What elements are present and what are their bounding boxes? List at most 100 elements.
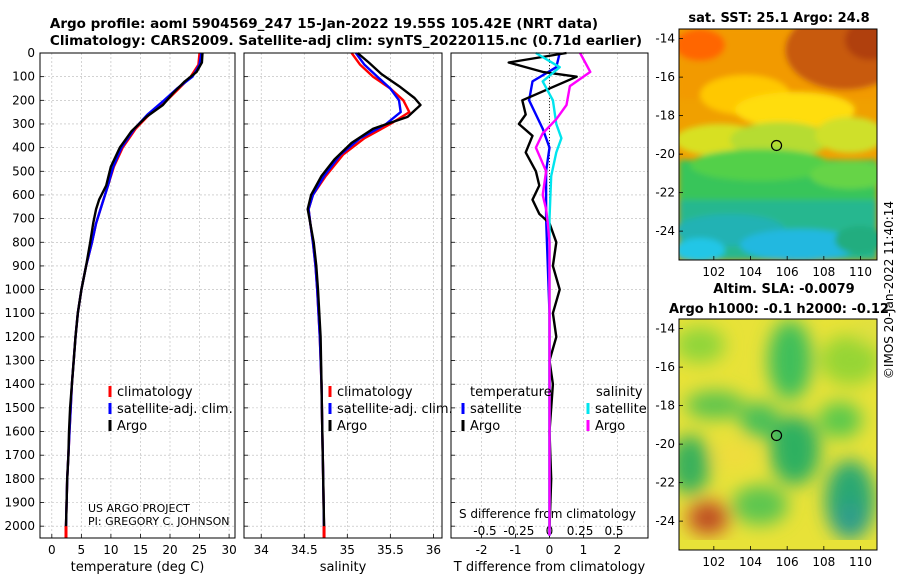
s-diff-tick-label: 0.25 [567,524,594,538]
legend-label: climatology [117,385,193,400]
x-tick-label: 35.5 [377,543,404,557]
x-tick-label: 34.5 [291,543,318,557]
map-y-tick-label: -22 [655,186,675,200]
y-tick-label: 800 [12,235,35,249]
y-tick-label: 2000 [4,519,35,533]
legend-label: satellite-adj. clim. [337,402,453,417]
sla-map-title-line2: Argo h1000: -0.1 h2000: -0.12 [669,302,889,317]
x-tick-label: -2 [476,543,488,557]
map-y-tick-label: -22 [655,476,675,490]
plot-frame [450,52,649,539]
map-x-tick-label: 102 [702,555,725,569]
sst-heatmap [679,29,877,260]
x-tick-label: 30 [221,543,236,557]
difference-panel: -2 -1 0 1 2 T difference from climatology S di… [450,51,649,575]
figure-title-line2: Climatology: CARS2009. Satellite-adj cli… [50,33,642,49]
series-line-salinity-argo [534,52,592,536]
y-tick-label: 600 [12,188,35,202]
x-tick-label: 34 [254,543,269,557]
legend-label: satellite [595,402,647,417]
y-tick-label: 1400 [4,377,35,391]
credit-line1: US ARGO PROJECT [88,502,190,515]
x-tick-label: 1 [580,543,588,557]
y-tick-label: 1700 [4,448,35,462]
y-tick-label: 400 [12,141,35,155]
legend-salinity-title: salinity [596,385,643,400]
sla-map-title-line1: Altim. SLA: -0.0079 [713,282,854,297]
sst-map-axes: 102 104 106 108 110 -14 -16 -18 -20 -22 -24 [655,32,872,279]
map-x-tick-label: 106 [776,265,799,279]
map-y-tick-label: -16 [655,70,675,84]
legend-temperature-title: temperature [470,385,552,400]
legend-label: satellite [470,402,522,417]
imos-stamp: ©IMOS 20-Jan-2022 11:40:14 [882,201,896,379]
s-diff-tick-label: 0.5 [604,524,623,538]
sst-float-position-marker [770,139,783,152]
y-tick-label: 1600 [4,425,35,439]
map-y-tick-label: -24 [655,514,675,528]
plot-frame [39,52,236,539]
y-tick-label: 1200 [4,330,35,344]
s-diff-axis-label: S difference from climatology [459,507,636,521]
legend-label: Argo [470,419,500,434]
y-tick-label: 500 [12,164,35,178]
legend-label: Argo [595,419,625,434]
map-y-tick-label: -18 [655,109,675,123]
x-tick-label: 5 [78,543,86,557]
y-tick-label: 300 [12,117,35,131]
s-diff-tick-label: -0.25 [503,524,534,538]
sla-map-panel: Altim. SLA: -0.0079 Argo h1000: -0.1 h20… [655,282,889,569]
x-tick-label: 2 [614,543,622,557]
sst-map-panel: sat. SST: 25.1 Argo: 24.8 [655,11,878,279]
map-x-tick-label: 108 [812,265,835,279]
y-tick-label: 1900 [4,496,35,510]
x-tick-label: 36 [426,543,441,557]
map-x-tick-label: 104 [739,555,762,569]
x-tick-label: 0 [48,543,56,557]
map-x-tick-label: 110 [849,265,872,279]
salinity-panel: 34 34.5 35 35.5 36 salinity climatology satelli… [243,52,453,575]
map-y-tick-label: -16 [655,360,675,374]
y-tick-label: 1100 [4,306,35,320]
series-line-argo [64,52,204,529]
x-tick-label: 0 [546,543,554,557]
y-tick-label: 1800 [4,472,35,486]
x-tick-label: 10 [103,543,118,557]
y-tick-label: 900 [12,259,35,273]
y-tick-label: 200 [12,93,35,107]
y-tick-label: 1500 [4,401,35,415]
legend-label: satellite-adj. clim. [117,402,233,417]
series-line-temperature-argo [507,51,578,529]
sla-float-position-marker [770,429,783,442]
plot-frame [243,52,443,539]
map-y-tick-label: -18 [655,399,675,413]
map-y-tick-label: -20 [655,147,675,161]
map-x-tick-label: 110 [849,555,872,569]
map-y-tick-label: -14 [655,32,675,46]
map-x-tick-label: 108 [812,555,835,569]
y-tick-label: 100 [12,70,35,84]
sst-map-title: sat. SST: 25.1 Argo: 24.8 [688,11,869,26]
y-tick-label: 1000 [4,283,35,297]
legend-label: Argo [337,419,367,434]
x-axis-label: salinity [320,560,367,575]
map-y-tick-label: -14 [655,322,675,336]
series-line-argo [306,52,422,529]
credit-line2: PI: GREGORY C. JOHNSON [88,515,229,528]
map-x-tick-label: 104 [739,265,762,279]
x-tick-label: 15 [133,543,148,557]
y-tick-label: 700 [12,212,35,226]
figure-title-line1: Argo profile: aoml 5904569_247 15-Jan-20… [50,16,598,32]
x-tick-label: 20 [162,543,177,557]
map-y-tick-label: -24 [655,224,675,238]
y-tick-label: 1300 [4,354,35,368]
map-x-tick-label: 102 [702,265,725,279]
x-tick-label: 35 [340,543,355,557]
sla-heatmap [679,319,877,550]
s-diff-tick-label: -0.5 [473,524,496,538]
legend-label: Argo [117,419,147,434]
x-axis-label: T difference from climatology [453,560,646,575]
y-tick-label: 0 [27,46,35,60]
